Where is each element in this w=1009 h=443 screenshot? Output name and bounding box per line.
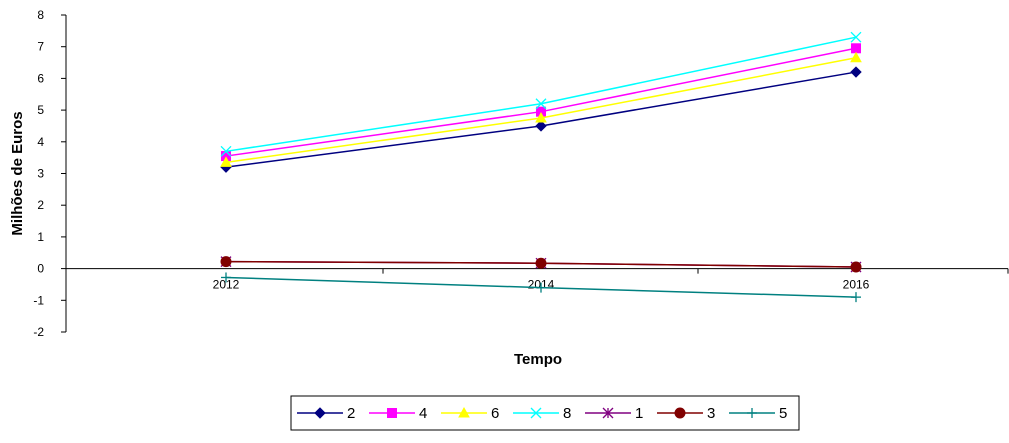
y-tick-label: 5 bbox=[37, 103, 44, 117]
legend-marker-3 bbox=[674, 407, 686, 419]
data-point-3 bbox=[535, 257, 547, 269]
y-tick-label: 8 bbox=[37, 8, 44, 22]
legend-item: 1 bbox=[585, 405, 643, 422]
y-tick-label: 4 bbox=[37, 135, 44, 149]
data-point-6 bbox=[850, 51, 862, 63]
legend-marker-5 bbox=[747, 408, 757, 418]
legend-item: 4 bbox=[369, 405, 427, 422]
legend-item: 8 bbox=[513, 405, 571, 422]
data-point-6 bbox=[535, 111, 547, 123]
legend-marker-8 bbox=[530, 407, 542, 419]
y-tick-label: 7 bbox=[37, 40, 44, 54]
y-axis-title: Milhões de Euros bbox=[9, 111, 26, 235]
legend-label: 6 bbox=[491, 405, 499, 422]
data-point-5 bbox=[536, 282, 546, 293]
legend-label: 5 bbox=[779, 405, 787, 422]
y-tick-label: 3 bbox=[37, 167, 44, 181]
legend-marker-2 bbox=[314, 407, 326, 419]
x-tick-label: 2012 bbox=[213, 278, 240, 292]
y-tick-label: 0 bbox=[37, 262, 44, 276]
legend-item: 2 bbox=[297, 405, 355, 422]
data-point-6 bbox=[220, 156, 232, 167]
data-point-5 bbox=[221, 272, 231, 283]
legend-marker-4 bbox=[387, 408, 397, 418]
series-line-4 bbox=[225, 47, 857, 157]
data-point-3 bbox=[220, 256, 232, 268]
y-tick-label: -1 bbox=[33, 293, 44, 307]
data-point-8 bbox=[850, 31, 862, 43]
data-point-2 bbox=[850, 66, 862, 78]
y-tick-label: -2 bbox=[33, 325, 44, 339]
data-point-4 bbox=[851, 43, 861, 54]
data-point-3 bbox=[850, 261, 862, 273]
legend-label: 3 bbox=[707, 405, 715, 422]
legend-label: 8 bbox=[563, 405, 571, 422]
legend-label: 4 bbox=[419, 405, 427, 422]
x-tick-label: 2016 bbox=[843, 278, 870, 292]
legend-label: 2 bbox=[347, 405, 355, 422]
legend-item: 3 bbox=[657, 405, 715, 422]
series-line-8 bbox=[225, 36, 857, 153]
data-point-5 bbox=[851, 292, 861, 303]
y-tick-label: 6 bbox=[37, 71, 44, 85]
legend-item: 5 bbox=[729, 405, 787, 422]
legend-marker-6 bbox=[458, 406, 470, 418]
data-point-8 bbox=[535, 98, 547, 110]
legend-item: 6 bbox=[441, 405, 499, 422]
y-tick-label: 1 bbox=[37, 230, 44, 244]
legend-marker-1 bbox=[602, 407, 614, 419]
data-point-2 bbox=[535, 120, 547, 132]
legend-label: 1 bbox=[635, 405, 643, 422]
data-point-8 bbox=[220, 145, 232, 157]
y-tick-label: 2 bbox=[37, 198, 44, 212]
x-axis-title: Tempo bbox=[514, 351, 562, 368]
legend: 2 4 6 8 1 3 5 bbox=[290, 395, 800, 431]
